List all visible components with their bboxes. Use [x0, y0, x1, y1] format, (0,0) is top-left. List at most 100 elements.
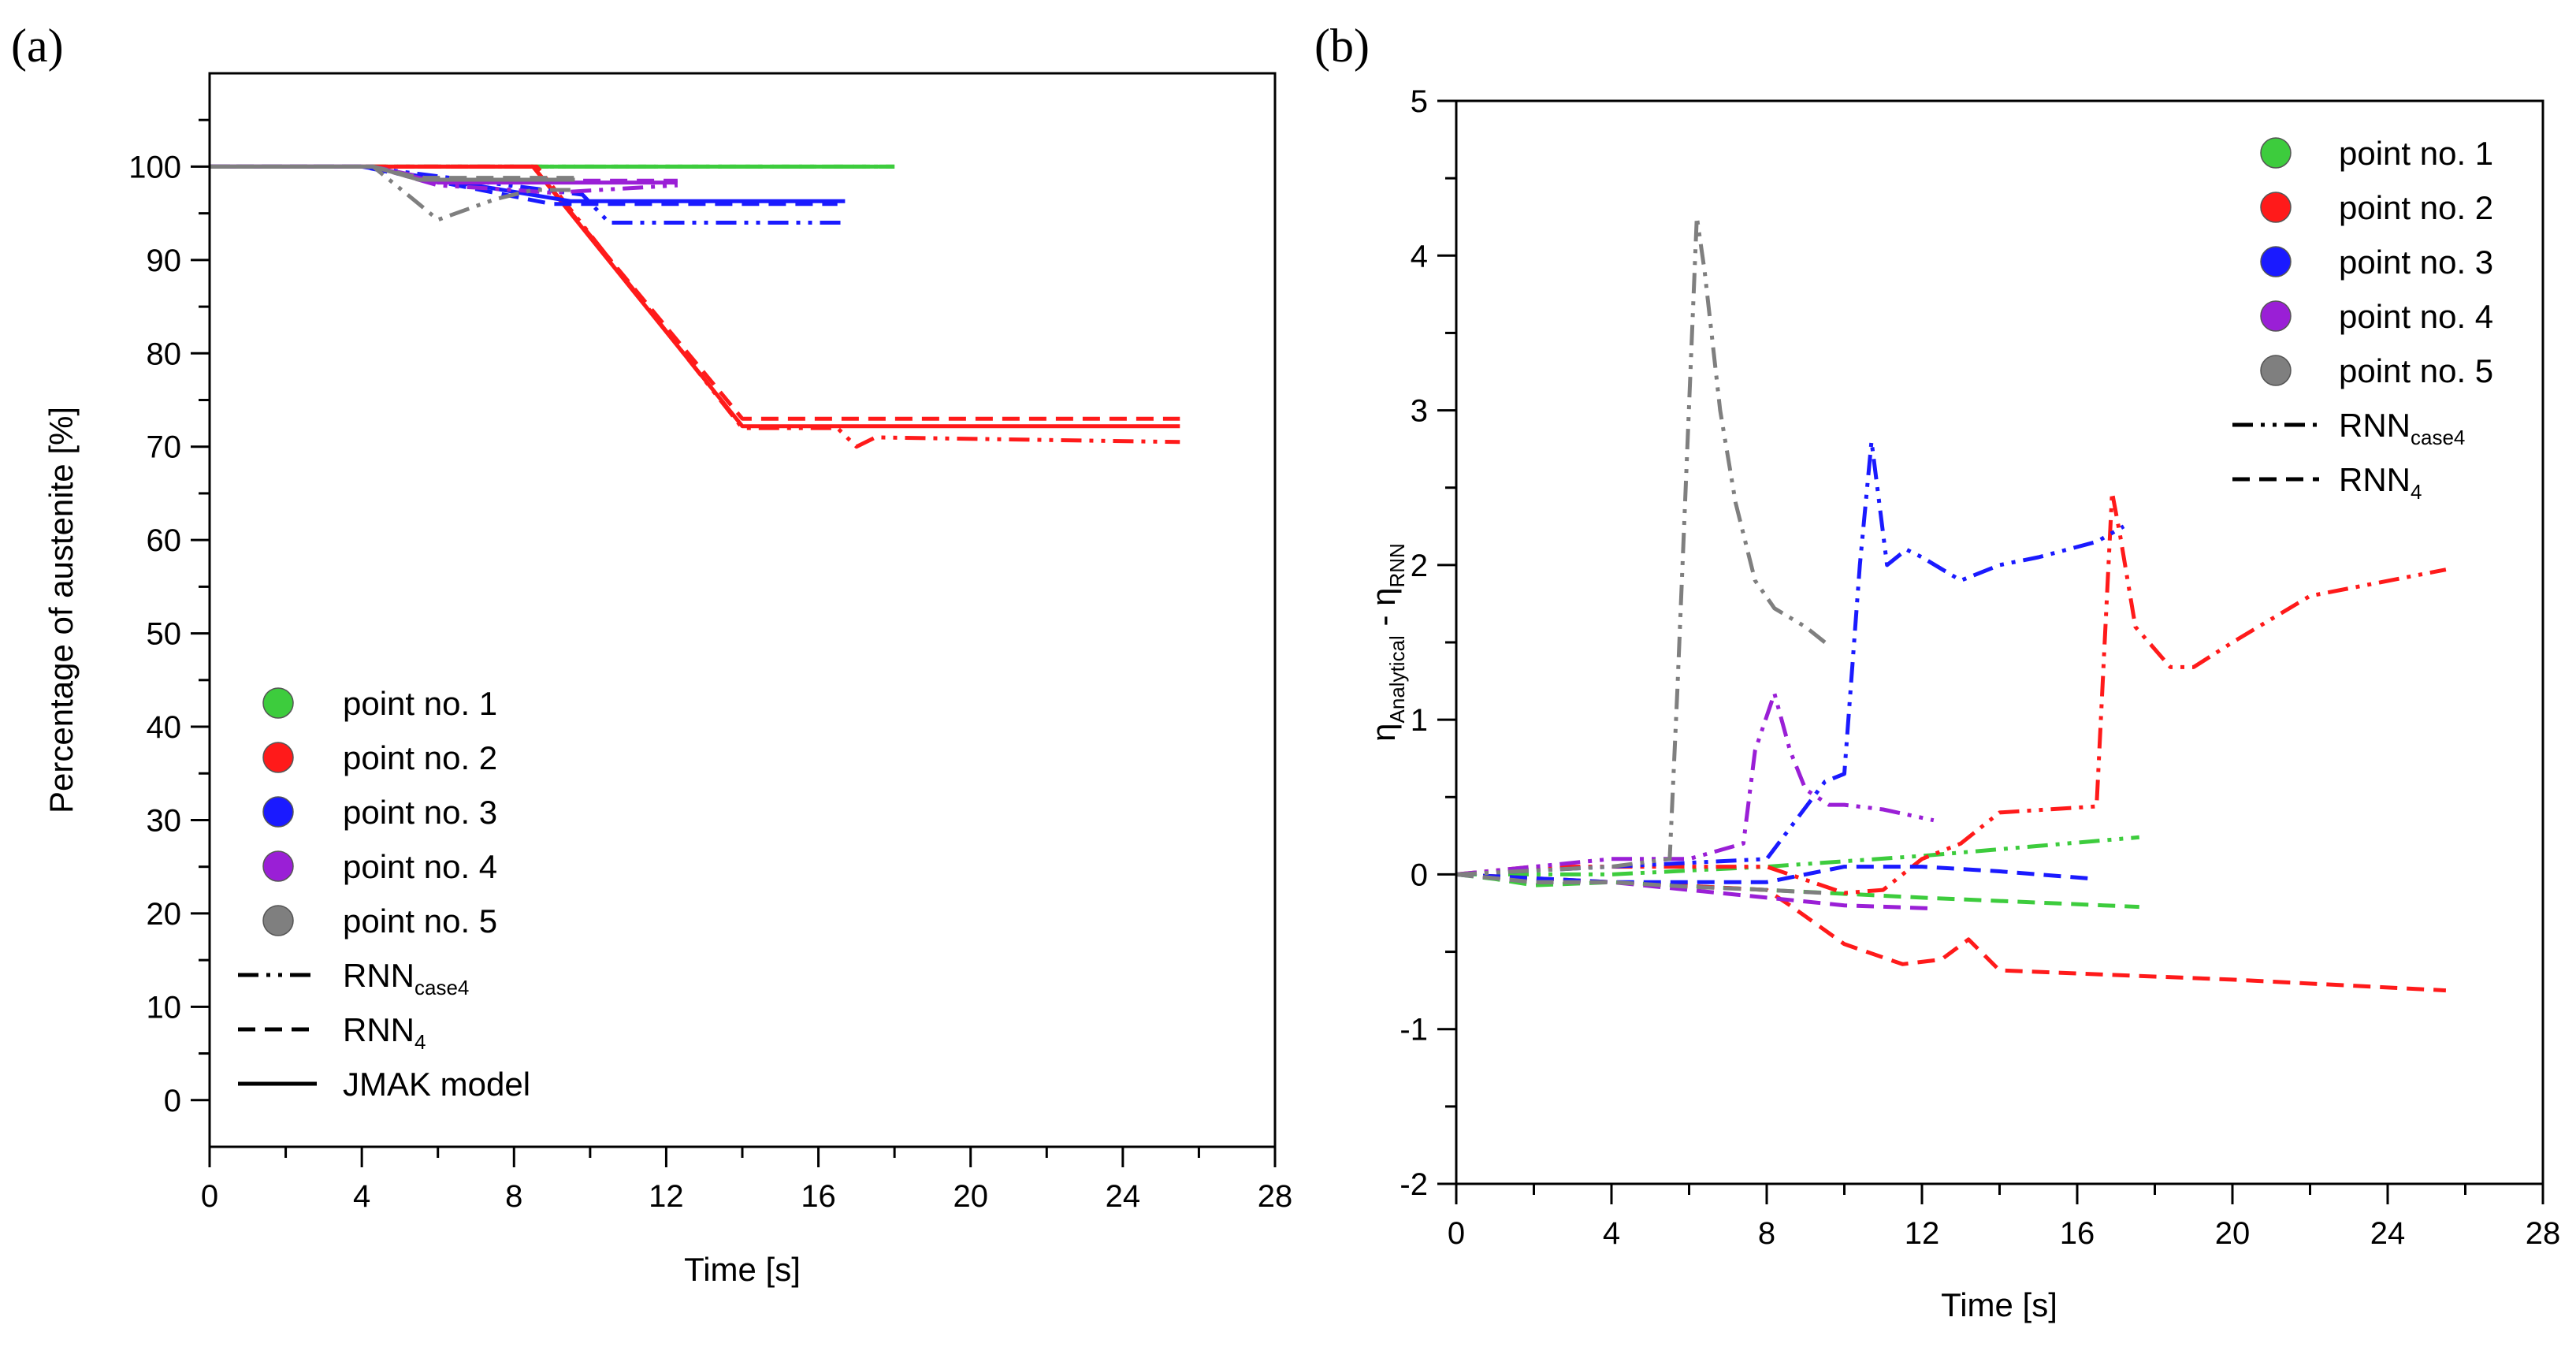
a-legend-label-point-no-1: point no. 1 [343, 685, 497, 722]
a-series-point-no-3-dashdotdot [210, 164, 846, 225]
b-series-point-no-5-dashdotdot [1455, 214, 1827, 876]
b-legend-style-dashdotdot: RNNcase4 [2339, 407, 2465, 449]
chart-b-ylabel-sub1: Analytical [1385, 635, 1409, 723]
b-ytick-label: 3 [1411, 394, 1428, 429]
a-ytick-label: 10 [147, 990, 182, 1025]
a-legend-marker-point-no-2 [262, 742, 294, 773]
a-legend-style-label: RNN [343, 957, 414, 994]
a-ytick-label: 30 [147, 803, 182, 838]
b-legend-label-point-no-3: point no. 3 [2339, 244, 2493, 281]
a-legend-label-point-no-3: point no. 3 [343, 794, 497, 831]
a-series-point-no-2-dashdotdot [210, 164, 1180, 449]
b-ytick-label: -2 [1400, 1167, 1428, 1202]
b-series-point-no-1-dashdotdot [1456, 835, 2140, 876]
b-legend-label-point-no-2: point no. 2 [2339, 189, 2493, 226]
a-xtick-label: 4 [353, 1179, 370, 1214]
a-xtick-label: 24 [1106, 1179, 1141, 1214]
chart-a: 0 4 8 12 16 20 24 28 0 10 20 30 40 50 60 70 80 90 100 Time… [43, 72, 1293, 1288]
a-xtick-label: 0 [201, 1179, 218, 1214]
b-xtick-label: 28 [2526, 1216, 2561, 1251]
b-xtick-label: 4 [1603, 1216, 1620, 1251]
b-ytick-label: 5 [1411, 84, 1428, 119]
b-legend-style-label: RNN [2339, 461, 2411, 498]
b-xtick-label: 16 [2060, 1216, 2095, 1251]
chart-b-ylabel-eta1: η [1365, 723, 1402, 741]
b-legend-style-sub: case4 [2411, 426, 2465, 449]
chart-a-legend: point no. 1 point no. 2 point no. 3 point n… [238, 685, 530, 1103]
a-legend-label-point-no-4: point no. 4 [343, 848, 497, 885]
a-ytick-label: 100 [128, 150, 181, 184]
a-ytick-label: 40 [147, 710, 182, 745]
b-legend-label-point-no-1: point no. 1 [2339, 135, 2493, 172]
b-legend-style-dashed: RNN4 [2339, 461, 2422, 504]
b-legend-marker-point-no-1 [2260, 137, 2292, 169]
a-ytick-label: 0 [164, 1084, 181, 1118]
a-legend-style-sub: case4 [414, 976, 469, 999]
chart-b-ylabel-mid: - η [1365, 588, 1402, 636]
a-legend-label-point-no-2: point no. 2 [343, 739, 497, 776]
chart-b-xlabel: Time [s] [1941, 1286, 2057, 1323]
a-legend-style-dashed: RNN4 [343, 1011, 426, 1054]
chart-b-legend: point no. 1 point no. 2 point no. 3 point n… [2232, 135, 2493, 504]
b-ytick-label: 4 [1411, 239, 1428, 273]
chart-b-series [1455, 214, 2447, 993]
chart-b-ylabel: ηAnalytical - ηRNN [1365, 543, 1409, 742]
b-xtick-label: 12 [1905, 1216, 1940, 1251]
a-legend-marker-point-no-3 [262, 796, 294, 828]
b-xtick-label: 24 [2370, 1216, 2406, 1251]
a-ytick-label: 90 [147, 244, 182, 278]
b-legend-marker-point-no-4 [2260, 300, 2292, 332]
b-series-point-no-3-dashed [1455, 865, 2097, 884]
a-xtick-label: 12 [649, 1179, 684, 1214]
panel-a-label: (a) [11, 20, 64, 72]
chart-a-ylabel: Percentage of austenite [%] [43, 407, 80, 813]
b-legend-marker-point-no-3 [2260, 246, 2292, 277]
b-legend-label-point-no-4: point no. 4 [2339, 298, 2493, 335]
a-series-point-no-5-dashdotdot [210, 164, 575, 222]
a-legend-style-solid: JMAK model [343, 1066, 530, 1103]
b-ytick-label: 2 [1411, 549, 1428, 583]
b-series-point-no-2-dashed [1455, 872, 2447, 993]
b-series-point-no-2-dashdotdot [1455, 490, 2447, 895]
a-legend-style-label: RNN [343, 1011, 414, 1048]
a-ytick-label: 20 [147, 897, 182, 932]
b-series-point-no-3-dashdotdot [1455, 439, 2125, 876]
a-xtick-label: 28 [1258, 1179, 1293, 1214]
b-legend-marker-point-no-5 [2260, 355, 2292, 386]
b-xtick-label: 20 [2215, 1216, 2251, 1251]
chart-a-ticks: 0 4 8 12 16 20 24 28 0 10 20 30 40 50 60 70 80 90 100 [128, 118, 1293, 1214]
b-legend-label-point-no-5: point no. 5 [2339, 352, 2493, 389]
chart-a-xlabel: Time [s] [684, 1251, 801, 1288]
a-legend-label-point-no-5: point no. 5 [343, 902, 497, 940]
a-legend-style-sub: 4 [414, 1030, 426, 1054]
b-series-point-no-4-dashdotdot [1455, 691, 1935, 876]
b-xtick-label: 8 [1758, 1216, 1775, 1251]
a-ytick-label: 70 [147, 430, 182, 465]
b-xtick-label: 0 [1448, 1216, 1465, 1251]
b-legend-style-sub: 4 [2411, 480, 2422, 504]
chart-b-ylabel-sub2: RNN [1385, 543, 1409, 587]
a-legend-marker-point-no-1 [262, 687, 294, 719]
a-legend-style-dashdotdot: RNNcase4 [343, 957, 469, 999]
b-ytick-label: -1 [1400, 1013, 1428, 1047]
panel-b-label: (b) [1314, 20, 1370, 72]
a-legend-style-label: JMAK model [343, 1066, 530, 1103]
b-legend-marker-point-no-2 [2260, 192, 2292, 223]
a-ytick-label: 80 [147, 337, 182, 371]
a-legend-marker-point-no-5 [262, 905, 294, 936]
b-legend-style-label: RNN [2339, 407, 2411, 444]
chart-a-series [210, 164, 1180, 449]
a-ytick-label: 60 [147, 523, 182, 558]
a-xtick-label: 8 [505, 1179, 522, 1214]
a-ytick-label: 50 [147, 617, 182, 652]
b-series-point-no-5-dashed [1455, 872, 1826, 895]
a-xtick-label: 20 [953, 1179, 988, 1214]
a-legend-marker-point-no-4 [262, 850, 294, 882]
a-xtick-label: 16 [801, 1179, 836, 1214]
b-series-point-no-4-dashed [1455, 872, 1934, 911]
b-ytick-label: 0 [1411, 858, 1428, 892]
b-ytick-label: 1 [1411, 703, 1428, 738]
